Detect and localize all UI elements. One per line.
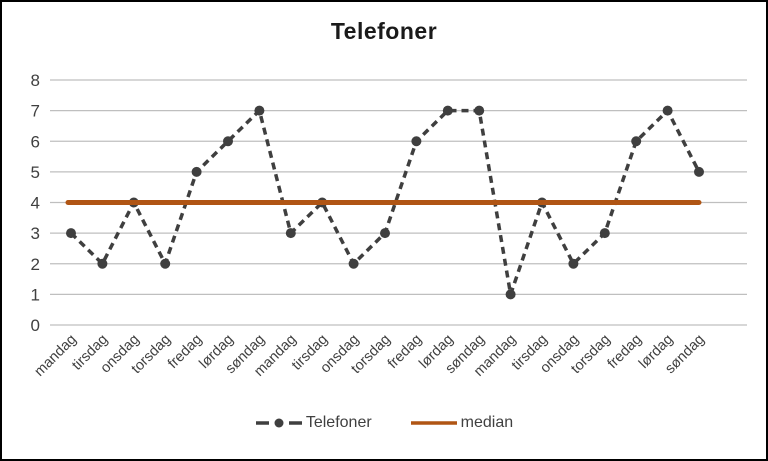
telefoner-series-marker-icon [255,418,302,428]
data-point [411,136,422,147]
data-point [631,136,642,147]
data-point [285,228,296,239]
data-point [97,258,108,269]
y-tick-label: 4 [31,194,40,213]
y-tick-label: 5 [31,163,40,182]
legend: Telefoner median [2,414,766,432]
y-tick-label: 2 [31,255,40,274]
y-tick-label: 0 [31,316,40,335]
x-tick-label: fredag [165,332,205,372]
data-point [599,228,610,239]
x-tick-label: mandag [31,332,79,380]
y-tick-label: 3 [31,224,40,243]
data-point [191,166,202,177]
y-tick-label: 7 [31,102,40,121]
legend-item-median: median [410,414,513,432]
chart-title: Telefoner [330,18,438,44]
x-tick-label: fredag [385,332,425,372]
data-point [568,258,579,269]
data-point [160,258,171,269]
data-point [474,105,485,116]
data-point [66,228,76,239]
x-tick-label: fredag [605,332,645,372]
data-point [662,105,673,116]
y-tick-label: 8 [31,71,40,90]
y-tick-label: 1 [31,285,40,304]
legend-label-median: median [460,414,514,431]
data-point [694,166,704,177]
data-point [380,228,390,239]
data-point [505,289,516,300]
median-series-marker-icon [410,421,457,425]
data-point [348,258,359,269]
y-tick-label: 6 [31,132,40,151]
data-point [254,105,265,116]
legend-item-telefoner: Telefoner [255,414,372,432]
data-point [223,136,233,147]
legend-label-telefoner: Telefoner [305,414,372,431]
data-point [442,105,453,116]
